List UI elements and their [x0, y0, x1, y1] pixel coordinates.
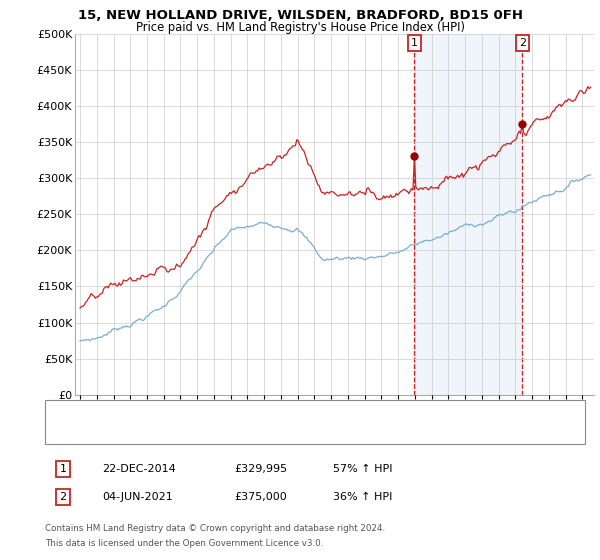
- Text: 2: 2: [59, 492, 67, 502]
- Text: 15, NEW HOLLAND DRIVE, WILSDEN, BRADFORD, BD15 0FH (detached house): 15, NEW HOLLAND DRIVE, WILSDEN, BRADFORD…: [82, 407, 478, 417]
- Text: Price paid vs. HM Land Registry's House Price Index (HPI): Price paid vs. HM Land Registry's House …: [136, 21, 464, 34]
- Text: 15, NEW HOLLAND DRIVE, WILSDEN, BRADFORD, BD15 0FH: 15, NEW HOLLAND DRIVE, WILSDEN, BRADFORD…: [77, 9, 523, 22]
- Text: Contains HM Land Registry data © Crown copyright and database right 2024.: Contains HM Land Registry data © Crown c…: [45, 524, 385, 533]
- Text: This data is licensed under the Open Government Licence v3.0.: This data is licensed under the Open Gov…: [45, 539, 323, 548]
- Text: £329,995: £329,995: [234, 464, 287, 474]
- Text: HPI: Average price, detached house, Bradford: HPI: Average price, detached house, Brad…: [82, 427, 313, 437]
- Bar: [415, 34, 523, 395]
- Text: 04-JUN-2021: 04-JUN-2021: [102, 492, 173, 502]
- Text: £375,000: £375,000: [234, 492, 287, 502]
- Text: 36% ↑ HPI: 36% ↑ HPI: [333, 492, 392, 502]
- Text: 2: 2: [519, 38, 526, 48]
- Text: 1: 1: [59, 464, 67, 474]
- Text: 57% ↑ HPI: 57% ↑ HPI: [333, 464, 392, 474]
- Text: 1: 1: [411, 38, 418, 48]
- Text: 22-DEC-2014: 22-DEC-2014: [102, 464, 176, 474]
